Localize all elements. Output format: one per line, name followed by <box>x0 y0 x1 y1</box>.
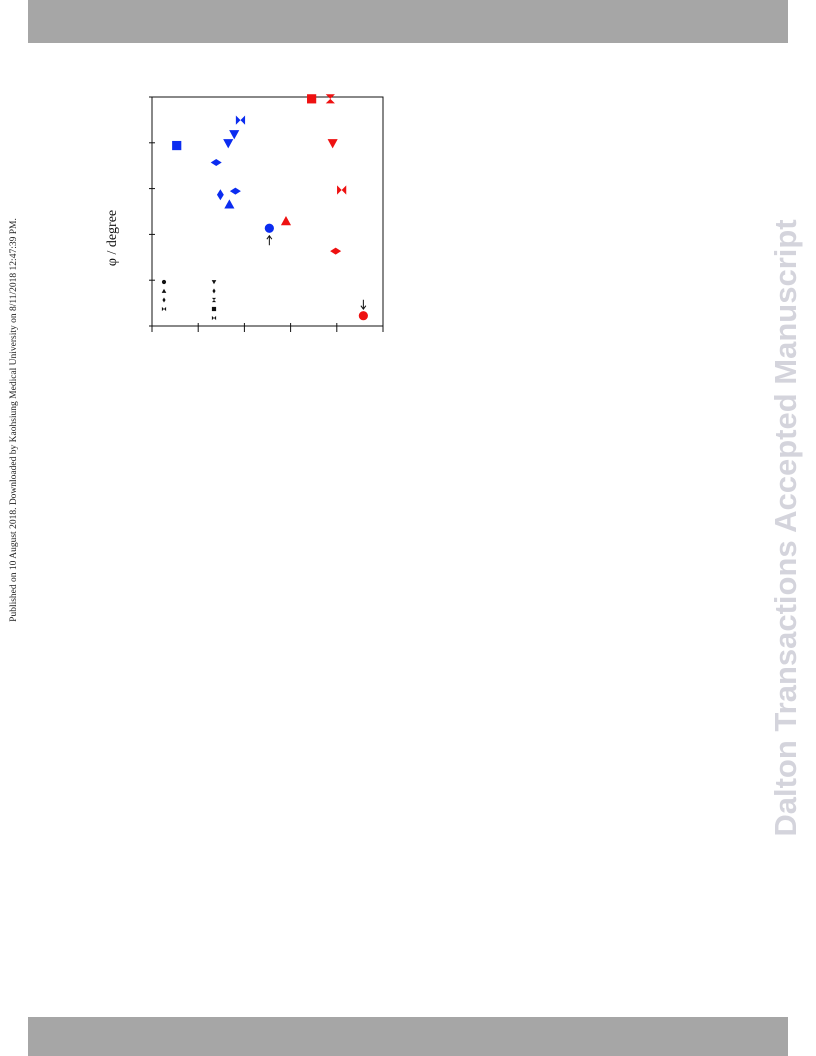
legend-marker-c1-2 <box>162 297 166 303</box>
data-point-s0-6 <box>224 199 235 209</box>
legend-marker-c2-1 <box>212 288 216 294</box>
y-ticks <box>151 323 384 332</box>
y-axis-label: φ / degree <box>105 210 120 266</box>
legend-marker-c1-1 <box>161 288 167 293</box>
legend-marker-c1-0 <box>161 279 167 285</box>
data-point-s1-6 <box>358 311 368 321</box>
watermark: Dalton Transactions Accepted Manuscript <box>768 219 803 837</box>
legend-marker-c1-3 <box>161 306 167 312</box>
data-point-s0-1 <box>210 159 222 166</box>
data-point-s1-0 <box>307 94 317 104</box>
data-point-s0-2 <box>223 139 234 149</box>
legend-marker-c2-2 <box>211 297 217 303</box>
legend-marker-c2-0 <box>211 280 217 285</box>
arrow-down-annotation <box>360 299 367 311</box>
footer-band <box>28 1017 788 1056</box>
x-ticks <box>149 96 155 327</box>
data-point-s1-1 <box>325 94 335 104</box>
data-point-s0-4 <box>235 115 246 125</box>
data-point-s1-2 <box>327 139 338 149</box>
data-point-s0-0 <box>172 140 182 151</box>
data-point-s1-4 <box>280 216 292 226</box>
arrow-up-annotation <box>266 234 273 246</box>
legend-marker-c2-4 <box>211 315 217 321</box>
data-point-s1-5 <box>330 247 342 255</box>
legend-marker-c2-3 <box>211 306 217 312</box>
plot-frame <box>151 96 384 327</box>
data-point-s0-7 <box>229 187 241 195</box>
data-points <box>172 94 368 321</box>
scatter-chart: φ / degree <box>105 94 384 332</box>
data-point-s0-5 <box>216 189 224 201</box>
plot-border <box>151 96 384 327</box>
data-point-s1-3 <box>337 185 347 195</box>
data-point-s0-8 <box>264 223 274 233</box>
header-band <box>28 0 788 43</box>
legend <box>161 279 217 321</box>
download-notice: Published on 10 August 2018. Downloaded … <box>9 218 19 622</box>
annotations <box>266 234 367 311</box>
data-point-s0-3 <box>229 130 240 140</box>
